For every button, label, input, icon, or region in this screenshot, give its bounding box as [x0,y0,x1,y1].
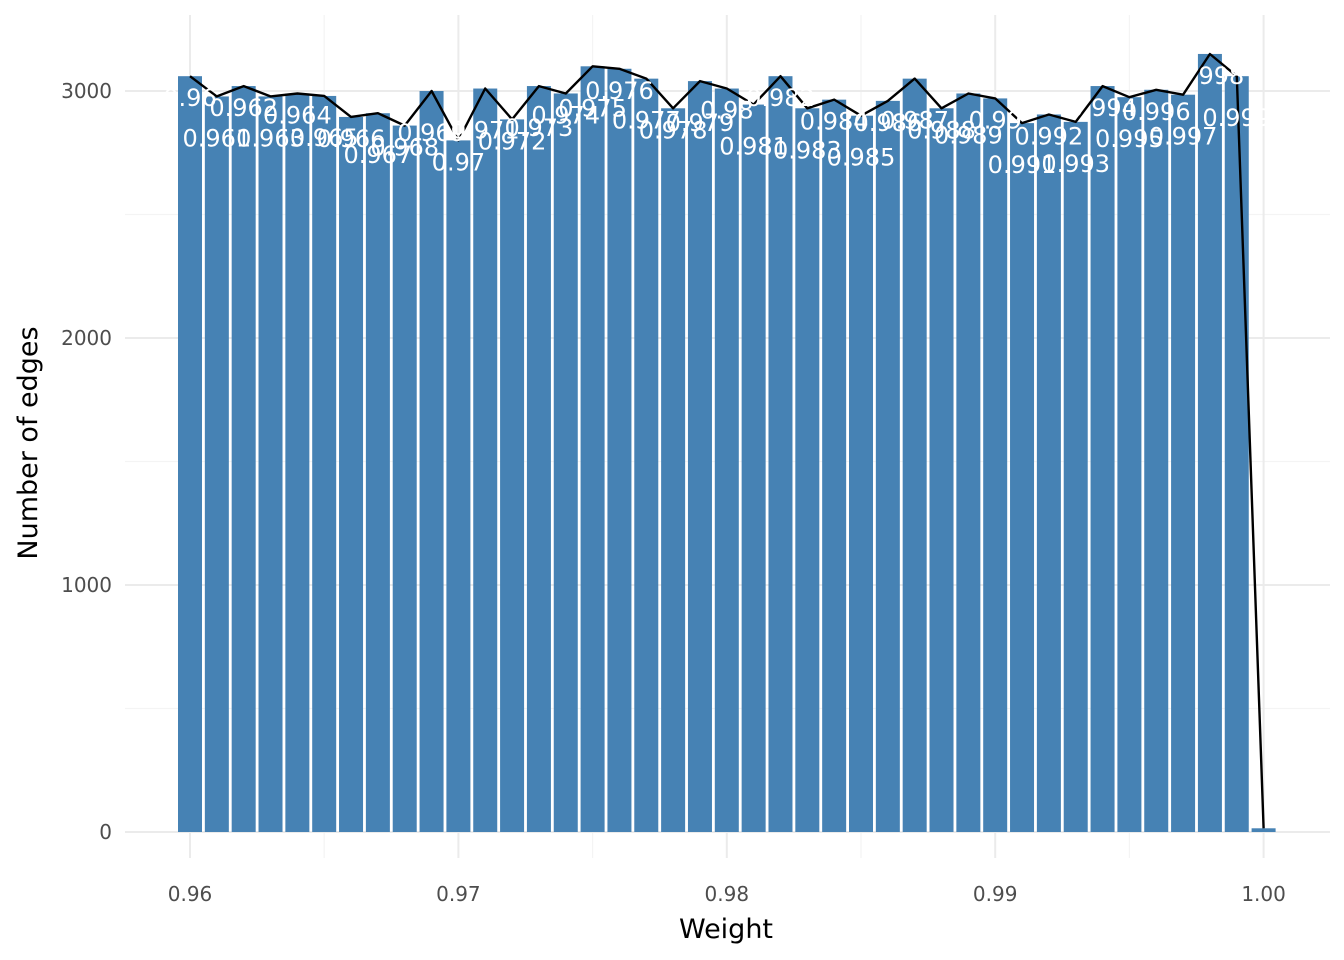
bar-value-label: 0.992 [1015,122,1084,150]
bar-value-label: 0.974 [531,101,600,129]
histogram-bar [1251,828,1276,832]
histogram-bar [1224,76,1249,833]
bar-value-label: 0.994 [1068,94,1137,122]
histogram-bar [1171,94,1196,832]
histogram-bar [714,88,739,832]
histogram-bar [849,115,873,832]
bar-value-label: 0.961 [182,124,251,152]
histogram-bar [607,68,632,832]
bar-value-label: 0.998 [1176,62,1245,90]
bar-value-label: 0.978 [639,116,708,144]
histogram-bar [983,98,1008,832]
bar-value-label: 0.977 [612,107,681,135]
histogram-bar [822,99,847,832]
bar-value-label: 0.986 [853,109,922,137]
bar-value-label: 0.988 [907,116,976,144]
histogram-bar [526,86,551,832]
bar-value-label: 0.985 [827,144,896,172]
y-axis-tick-labels: 0 1000 2000 3000 [61,79,112,844]
histogram-bar [902,78,927,832]
bar-value-label: 0.981 [719,133,788,161]
bar-value-label: 0.979 [666,109,735,137]
bar-value-label: 0.993 [1041,150,1110,178]
histogram-bar [365,113,390,833]
histogram-bar [500,119,525,832]
x-tick-label: 0.97 [436,882,481,906]
histogram-bar [1036,114,1061,833]
bar-value-label: 0.971 [451,117,520,145]
histogram-bar [204,96,229,832]
bar-value-label: 0.995 [1095,125,1164,153]
bar-value-label: 0.996 [1122,98,1191,126]
x-tick-label: 0.98 [705,882,750,906]
bar-value-label: 0.982 [746,84,815,112]
y-tick-label: 0 [99,820,112,844]
bar-value-label: 0.997 [1149,123,1218,151]
x-tick-label: 1.00 [1241,882,1286,906]
histogram-bar [929,108,954,833]
histogram-bar [741,104,766,832]
x-axis-title: Weight [679,914,773,945]
count-trend-line [189,52,1265,829]
bar-value-label: 0.96 [163,84,216,112]
histogram-bar [285,93,310,833]
bar-value-label: 0.964 [263,101,332,129]
bar-value-label: 0.975 [558,94,627,122]
histogram-bar [768,76,793,833]
histogram-bar [1090,86,1115,832]
histogram-bar [580,66,605,833]
bar-value-label: 0.984 [800,108,869,136]
y-axis-title: Number of edges [13,326,44,559]
bar-value-label: 0.963 [236,124,305,152]
x-tick-label: 0.96 [168,882,213,906]
bar-value-label: 0.976 [585,77,654,105]
bar-value-label: 0.987 [880,107,949,135]
histogram-bar [634,78,659,832]
histogram-bar [661,108,686,833]
bar-value-label: 0.989 [934,121,1003,149]
histogram-bar [687,81,712,833]
bar-value-label: 0.99 [968,106,1021,134]
histogram-bar [339,116,364,832]
bar-value-label: 0.98 [700,97,753,125]
bar-value-label: 0.983 [773,136,842,164]
histogram-bar [231,86,256,832]
histogram-bar [258,96,283,832]
histogram-bar [392,125,417,832]
histogram-bar [312,95,337,832]
bar-value-label: 0.962 [209,94,278,122]
bar-value-label: 0.973 [505,114,574,142]
bar-value-label: 0.969 [397,119,466,147]
y-tick-label: 2000 [61,326,112,350]
histogram-bar [473,88,498,832]
histogram-bar [1063,121,1088,832]
bar-value-label: 0.968 [370,134,439,162]
histogram-bar [419,91,444,832]
y-tick-label: 1000 [61,573,112,597]
histogram-bar [1117,97,1142,833]
histogram-bar [1010,123,1035,833]
histogram-bar [553,93,578,833]
histogram-bar [956,93,981,833]
x-axis-tick-labels: 0.96 0.97 0.98 0.99 1.00 [168,882,1286,906]
x-tick-label: 0.99 [973,882,1018,906]
histogram-bar [1197,53,1222,832]
bar-value-label: 0.999 [1202,104,1271,132]
bar-series [178,53,1276,833]
bar-label-layer: 0.960.9610.9620.9630.9640.9650.9660.9670… [163,62,1271,179]
bar-value-label: 0.966 [317,125,386,153]
y-tick-label: 3000 [61,79,112,103]
bar-value-label: 0.965 [290,124,359,152]
histogram-bar [446,140,471,832]
histogram-bar [795,108,820,833]
histogram-bar [875,100,900,832]
bar-value-label: 0.97 [432,148,485,176]
histogram-bar [178,76,202,833]
bar-value-label: 0.972 [478,127,547,155]
bar-value-label: 0.967 [344,141,413,169]
bar-value-label: 0.991 [988,151,1057,179]
histogram-bar [1144,89,1169,832]
